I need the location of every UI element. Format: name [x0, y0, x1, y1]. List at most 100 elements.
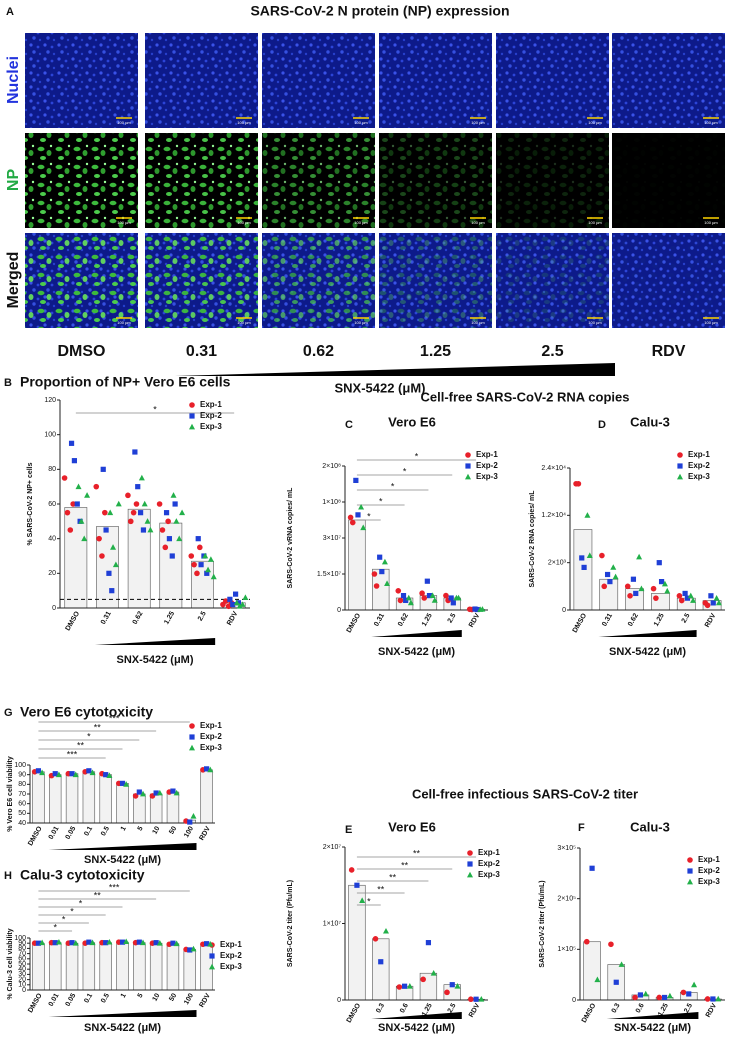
data-point: [713, 594, 720, 601]
data-point: [72, 771, 79, 778]
data-point: [140, 527, 147, 533]
nuclei-image: [496, 33, 609, 128]
group-header: Cell-free SARS-CoV-2 RNA copies: [420, 389, 629, 404]
data-point: [664, 587, 671, 594]
significance-label: **: [377, 884, 385, 894]
data-point: [686, 991, 692, 997]
np-image: [612, 133, 725, 228]
x-tick-label: 0.62: [627, 612, 640, 627]
bar: [32, 942, 45, 991]
data-point: [666, 992, 673, 999]
bar: [583, 941, 601, 1001]
x-tick-label: 1: [120, 992, 128, 999]
x-axis-label: SNX-5422 (μM): [334, 380, 425, 395]
data-point: [465, 463, 471, 469]
y-axis-label: % Vero E6 cell viability: [7, 756, 14, 832]
data-point: [144, 518, 151, 524]
data-point: [465, 473, 471, 480]
data-point: [100, 466, 106, 472]
data-point: [39, 939, 46, 946]
x-tick-label: 0.5: [100, 825, 111, 837]
legend-label: Exp-3: [688, 472, 710, 481]
data-point: [205, 566, 212, 573]
x-tick-label: RDV: [468, 612, 482, 629]
data-point: [137, 510, 144, 516]
legend-label: Exp-3: [476, 472, 498, 481]
panel-title: SARS-CoV-2 N protein (NP) expression: [250, 3, 509, 19]
panel-a: A SARS-CoV-2 N protein (NP) expression N…: [5, 3, 725, 395]
data-point: [638, 585, 645, 592]
scale-bar-label: 100 µm: [237, 220, 251, 225]
data-point: [70, 501, 76, 507]
scale-bar-label: 100 µm: [237, 120, 251, 125]
data-point: [188, 553, 195, 559]
data-point: [353, 477, 359, 483]
x-tick-label: 1: [120, 825, 128, 832]
data-point: [189, 744, 195, 751]
significance-label: **: [389, 872, 397, 882]
x-tick-label: 0.31: [100, 610, 113, 625]
significance-label: *: [79, 898, 83, 908]
data-point: [396, 984, 403, 990]
data-point: [39, 769, 46, 776]
data-point: [687, 868, 693, 874]
data-point: [140, 790, 147, 797]
data-point: [135, 484, 141, 490]
data-point: [133, 501, 140, 507]
data-point: [379, 569, 385, 575]
x-tick-label: 1.25: [421, 612, 434, 627]
data-point: [604, 571, 611, 578]
significance-label: *: [367, 511, 371, 521]
nuclei-image: [25, 33, 138, 128]
x-tick-label: 2.5: [197, 610, 208, 622]
data-point: [473, 996, 479, 1002]
bar: [49, 774, 62, 824]
data-point: [381, 558, 388, 565]
data-point: [599, 552, 605, 559]
x-tick-label: RDV: [198, 992, 212, 1009]
panel-letter: B: [4, 377, 12, 389]
data-point: [687, 857, 693, 863]
data-point: [360, 524, 367, 531]
panel-letter: A: [6, 6, 14, 18]
scale-bar-label: 100 µm: [237, 320, 251, 325]
x-tick-label: 0.5: [100, 992, 111, 1004]
data-point: [89, 939, 96, 946]
dose-wedge: [371, 630, 462, 637]
significance-label: *: [391, 481, 395, 491]
data-point: [110, 544, 117, 550]
data-point: [99, 553, 105, 559]
data-point: [96, 535, 102, 542]
scale-bar-label: 100 µm: [354, 220, 368, 225]
bar: [99, 942, 112, 991]
bar: [651, 593, 670, 611]
y-axis-label: SARS-CoV-2 vRNA copies/ mL: [287, 487, 294, 589]
dose-wedge: [371, 1012, 462, 1019]
y-axis-label: SARS-CoV-2 titer (Pfu/mL): [287, 880, 294, 967]
nuclei-image: [145, 33, 258, 128]
data-point: [189, 423, 195, 430]
data-point: [579, 555, 585, 561]
data-point: [479, 606, 486, 612]
data-point: [169, 553, 175, 559]
data-point: [401, 983, 408, 989]
x-tick-label: 0.1: [83, 825, 94, 837]
data-point: [715, 995, 722, 1002]
data-point: [189, 734, 195, 740]
scale-bar-label: 100 µm: [588, 320, 602, 325]
x-tick-label: 0.6: [399, 1002, 410, 1014]
np-signal: [25, 133, 138, 228]
y-tick-label: 1×10⁷: [323, 920, 342, 927]
y-tick-label: 40: [18, 966, 26, 973]
data-point: [103, 527, 109, 533]
data-point: [429, 592, 436, 598]
nuclei-image: [379, 33, 492, 128]
data-point: [69, 940, 75, 946]
data-point: [194, 570, 200, 577]
bar: [133, 942, 146, 991]
data-point: [421, 595, 428, 601]
x-tick-label: RDV: [705, 1002, 719, 1019]
significance-label: **: [94, 890, 102, 900]
chart-title: Proportion of NP+ Vero E6 cells: [20, 374, 231, 390]
merged-signal: [496, 233, 609, 328]
